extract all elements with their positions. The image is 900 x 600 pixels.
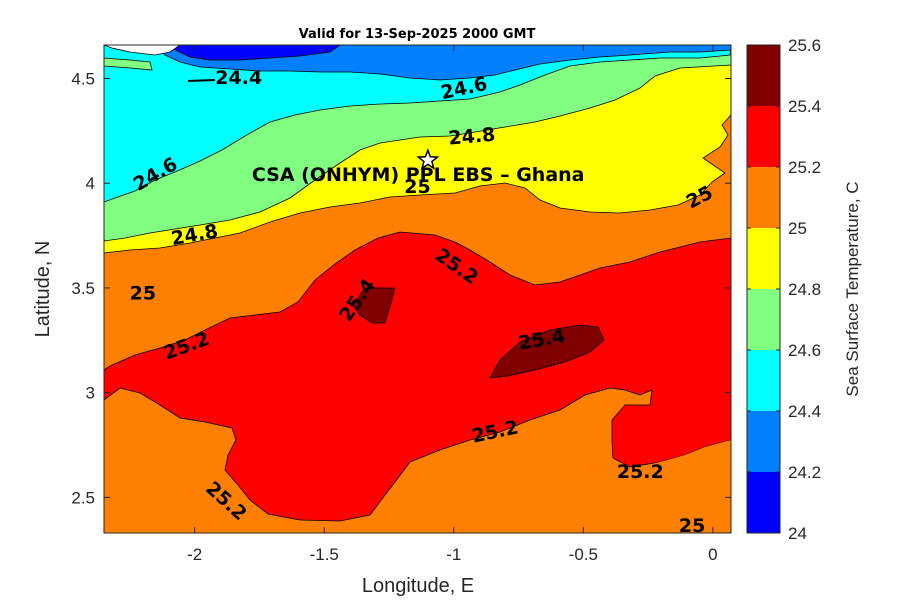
band-small-cyan-corner — [104, 57, 153, 71]
colorbar-segment — [747, 106, 780, 167]
colorbar-segment — [747, 411, 780, 472]
band-25.4-25.6-east — [489, 324, 605, 379]
colorbar-tick-label: 25.4 — [788, 97, 821, 116]
colorbar-tick-label: 24.8 — [788, 280, 821, 299]
colorbar-segment — [747, 228, 780, 289]
plot-frame — [103, 44, 732, 534]
y-axis: 2.5 3 3.5 4 4.5 — [71, 70, 731, 507]
colorbar-tick-label: 25 — [788, 219, 807, 238]
site-annotation: CSA (ONHYM) PPL EBS – Ghana — [252, 148, 585, 186]
colorbar-segment — [747, 289, 780, 350]
colorbar-tick-label: 24.4 — [788, 402, 821, 421]
x-tick-label: -2 — [187, 545, 202, 564]
site-label: CSA (ONHYM) PPL EBS – Ghana — [252, 164, 585, 186]
y-tick-label: 4 — [86, 174, 95, 193]
colorbar: 24 24.2 24.4 24.6 24.8 25 25.2 25.4 25.6 — [746, 36, 821, 543]
contour-label: 25 — [130, 283, 156, 305]
x-tick-label: 0 — [708, 545, 717, 564]
contour-map — [104, 45, 731, 533]
band-25-pocket-right — [640, 440, 731, 467]
contour-label: 24.4 — [215, 67, 262, 89]
x-axis-label: Longitude, E — [362, 575, 474, 597]
contour-24.4-dash — [187, 79, 216, 82]
colorbar-segment — [747, 472, 780, 533]
y-tick-label: 4.5 — [71, 70, 95, 89]
colorbar-tick-label: 25.2 — [788, 158, 821, 177]
colorbar-segment — [747, 167, 780, 228]
x-tick-label: -0.5 — [569, 545, 598, 564]
band-24.4-24.6 — [104, 45, 731, 203]
contour-label: 25.2 — [617, 461, 664, 483]
band-25.4-25.6-west — [352, 287, 396, 324]
colorbar-segment — [747, 45, 780, 106]
band-blank-white — [104, 45, 181, 56]
x-tick-label: -1.5 — [310, 545, 339, 564]
band-25.2-25.4 — [104, 231, 731, 522]
y-tick-label: 2.5 — [71, 488, 95, 507]
site-star-marker — [416, 148, 440, 171]
y-tick-label: 3 — [86, 384, 95, 403]
colorbar-tick-label: 24 — [788, 524, 807, 543]
colorbar-label: Sea Surface Temperature, C — [843, 181, 862, 396]
chart-title: Valid for 13-Sep-2025 2000 GMT — [299, 27, 536, 42]
contour-label: 25 — [679, 515, 705, 537]
colorbar-tick-label: 24.2 — [788, 463, 821, 482]
colorbar-tick-label: 25.6 — [788, 36, 821, 55]
x-tick-label: -1 — [446, 545, 461, 564]
contour-label: 24.8 — [448, 124, 497, 150]
colorbar-segment — [747, 350, 780, 411]
colorbar-tick-label: 24.6 — [788, 341, 821, 360]
band-24-24.2 — [164, 45, 341, 61]
contour-label: 25 — [404, 176, 430, 198]
y-axis-label: Latitude, N — [32, 241, 54, 338]
y-tick-label: 3.5 — [71, 279, 95, 298]
x-axis: -2 -1.5 -1 -0.5 0 — [187, 45, 718, 564]
